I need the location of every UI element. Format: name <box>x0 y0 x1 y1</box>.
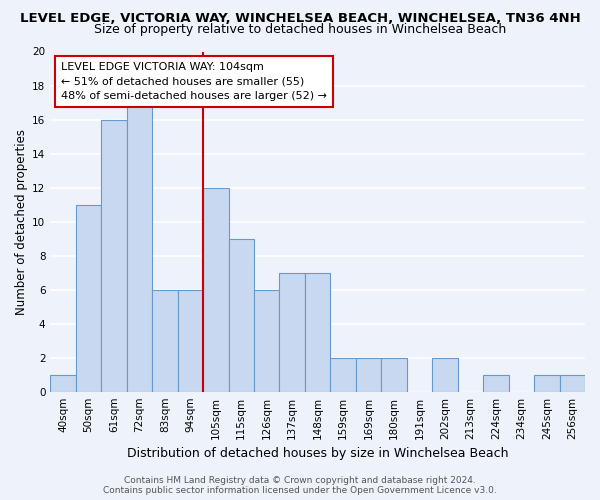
Text: LEVEL EDGE, VICTORIA WAY, WINCHELSEA BEACH, WINCHELSEA, TN36 4NH: LEVEL EDGE, VICTORIA WAY, WINCHELSEA BEA… <box>20 12 580 26</box>
Bar <box>381 358 407 392</box>
Bar <box>203 188 229 392</box>
Bar <box>254 290 280 392</box>
Y-axis label: Number of detached properties: Number of detached properties <box>15 128 28 314</box>
Bar <box>178 290 203 392</box>
Text: Size of property relative to detached houses in Winchelsea Beach: Size of property relative to detached ho… <box>94 22 506 36</box>
Bar <box>356 358 381 392</box>
Bar <box>127 102 152 392</box>
Bar <box>76 204 101 392</box>
Bar <box>534 374 560 392</box>
Bar <box>229 238 254 392</box>
Bar <box>432 358 458 392</box>
Bar <box>305 272 331 392</box>
Bar <box>331 358 356 392</box>
Bar <box>483 374 509 392</box>
Text: LEVEL EDGE VICTORIA WAY: 104sqm
← 51% of detached houses are smaller (55)
48% of: LEVEL EDGE VICTORIA WAY: 104sqm ← 51% of… <box>61 62 327 102</box>
Bar <box>152 290 178 392</box>
Text: Contains HM Land Registry data © Crown copyright and database right 2024.
Contai: Contains HM Land Registry data © Crown c… <box>103 476 497 495</box>
Bar <box>101 120 127 392</box>
X-axis label: Distribution of detached houses by size in Winchelsea Beach: Distribution of detached houses by size … <box>127 447 508 460</box>
Bar <box>50 374 76 392</box>
Bar <box>560 374 585 392</box>
Bar <box>280 272 305 392</box>
